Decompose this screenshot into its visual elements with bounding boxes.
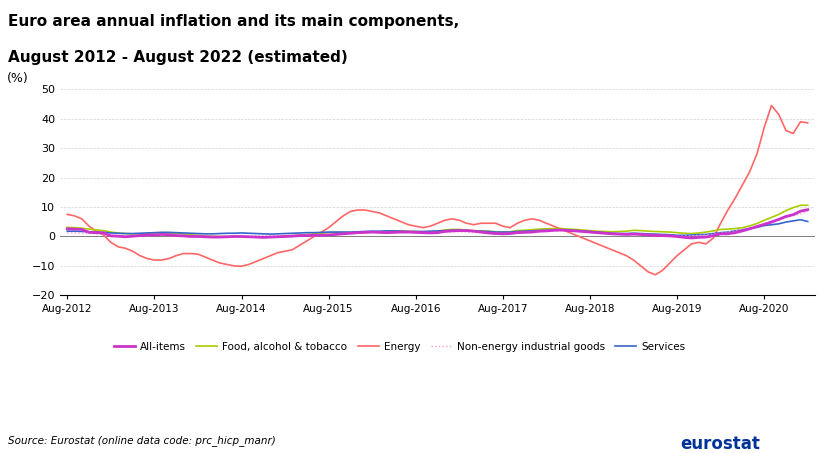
Text: Source: Eurostat (online data code: prc_hicp_manr): Source: Eurostat (online data code: prc_…	[8, 435, 276, 446]
Text: Euro area annual inflation and its main components,: Euro area annual inflation and its main …	[8, 14, 460, 29]
Text: August 2012 - August 2022 (estimated): August 2012 - August 2022 (estimated)	[8, 50, 348, 65]
Text: eurostat: eurostat	[681, 435, 760, 453]
Text: (%): (%)	[7, 72, 29, 85]
Legend: All-items, Food, alcohol & tobacco, Energy, Non-energy industrial goods, Service: All-items, Food, alcohol & tobacco, Ener…	[110, 338, 690, 356]
